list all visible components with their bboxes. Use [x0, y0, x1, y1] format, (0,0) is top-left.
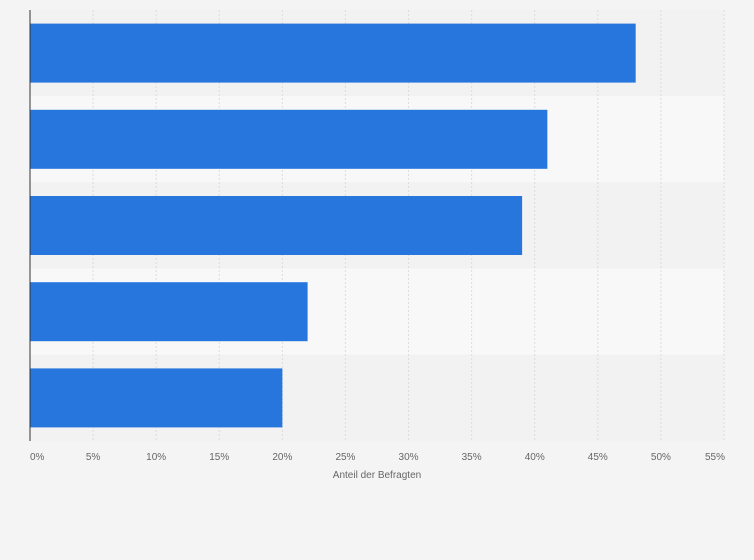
x-tick-label: 20% [272, 452, 292, 463]
x-tick-label: 0% [30, 452, 45, 463]
bar[interactable] [30, 196, 523, 255]
x-tick-label: 15% [209, 452, 229, 463]
x-tick-label: 55% [705, 452, 725, 463]
bars [30, 23, 636, 428]
bar[interactable] [30, 368, 283, 428]
x-tick-label: 5% [86, 452, 101, 463]
x-tick-label: 10% [146, 452, 166, 463]
x-tick-label: 50% [651, 452, 671, 463]
x-tick-label: 45% [588, 452, 608, 463]
bar[interactable] [30, 282, 308, 342]
bar[interactable] [30, 109, 548, 169]
bar[interactable] [30, 23, 636, 83]
x-tick-label: 30% [399, 452, 419, 463]
x-tick-labels: 0% 5% 10% 15% 20% 25% 30% 35% 40% 45% 50% 55% [30, 452, 725, 463]
x-tick-label: 40% [525, 452, 545, 463]
x-tick-label: 35% [462, 452, 482, 463]
x-tick-label: 25% [335, 452, 355, 463]
x-axis-title: Anteil der Befragten [333, 470, 421, 481]
